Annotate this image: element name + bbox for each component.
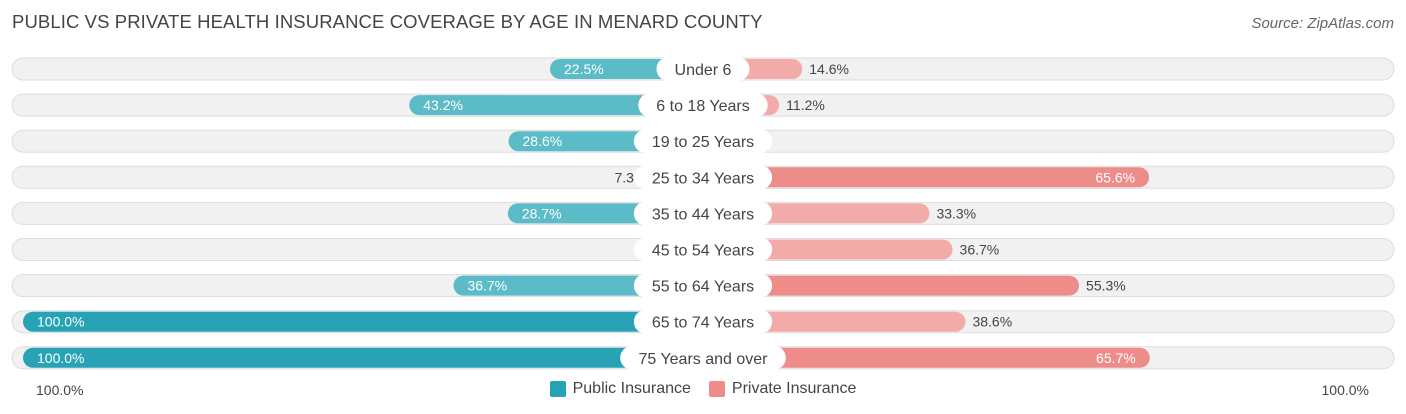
category-pill bbox=[633, 129, 773, 154]
legend-label-public: Public Insurance bbox=[572, 380, 691, 397]
legend-item-public: Public Insurance bbox=[549, 380, 691, 398]
bar-public bbox=[23, 347, 703, 368]
category-label: Under 6 bbox=[675, 62, 732, 79]
bar-private bbox=[703, 167, 1150, 188]
data-label-private: 14.6% bbox=[809, 61, 849, 77]
legend-swatch-private bbox=[708, 381, 725, 397]
category-pill bbox=[633, 201, 773, 226]
data-label-public: 28.6% bbox=[523, 133, 563, 149]
data-label-private: 55.3% bbox=[1086, 278, 1126, 294]
data-label-private: 11.2% bbox=[786, 97, 825, 113]
legend-swatch-public bbox=[549, 381, 566, 397]
category-pill bbox=[633, 309, 773, 334]
category-pill bbox=[633, 273, 773, 298]
bar-public bbox=[409, 95, 703, 116]
data-label-public: 36.7% bbox=[467, 278, 507, 294]
category-label: 19 to 25 Years bbox=[652, 134, 754, 151]
category-label: 65 to 74 Years bbox=[652, 315, 754, 332]
data-label-public: 43.2% bbox=[423, 97, 463, 113]
legend: Public Insurance Private Insurance bbox=[0, 380, 1406, 398]
data-label-private: 38.6% bbox=[972, 314, 1012, 330]
category-pill bbox=[633, 237, 773, 262]
axis-left-label: 100.0% bbox=[36, 382, 84, 398]
bar-private bbox=[703, 275, 1080, 296]
chart-title: PUBLIC VS PRIVATE HEALTH INSURANCE COVER… bbox=[12, 11, 763, 32]
category-label: 6 to 18 Years bbox=[656, 98, 749, 115]
bar-public bbox=[23, 311, 703, 332]
category-pill bbox=[633, 165, 773, 190]
data-label-public: 28.7% bbox=[522, 205, 562, 221]
axis-right-label: 100.0% bbox=[1321, 382, 1369, 398]
source-label: Source: ZipAtlas.com bbox=[1251, 15, 1394, 32]
category-pill bbox=[656, 57, 750, 81]
bar-private bbox=[703, 347, 1150, 368]
data-label-private: 36.7% bbox=[960, 242, 1000, 258]
category-label: 25 to 34 Years bbox=[652, 170, 754, 187]
data-label-public: 100.0% bbox=[37, 350, 84, 366]
category-pill bbox=[620, 345, 786, 370]
legend-item-private: Private Insurance bbox=[708, 380, 857, 398]
category-label: 35 to 44 Years bbox=[652, 206, 754, 223]
category-label: 55 to 64 Years bbox=[652, 279, 754, 296]
data-label-private: 33.3% bbox=[936, 205, 976, 221]
diverging-bar-chart: 22.5% 14.6% Under 6 43.2% 11.2% 6 to 18 Years… bbox=[11, 57, 1395, 370]
category-pill bbox=[638, 93, 768, 118]
legend-label-private: Private Insurance bbox=[731, 380, 857, 397]
category-label: 75 Years and over bbox=[639, 351, 769, 368]
category-label: 45 to 54 Years bbox=[652, 243, 754, 260]
data-label-public: 22.5% bbox=[564, 61, 604, 77]
data-label-public: 100.0% bbox=[37, 314, 84, 330]
data-label-private: 65.6% bbox=[1095, 169, 1135, 185]
data-label-private: 65.7% bbox=[1096, 350, 1136, 366]
